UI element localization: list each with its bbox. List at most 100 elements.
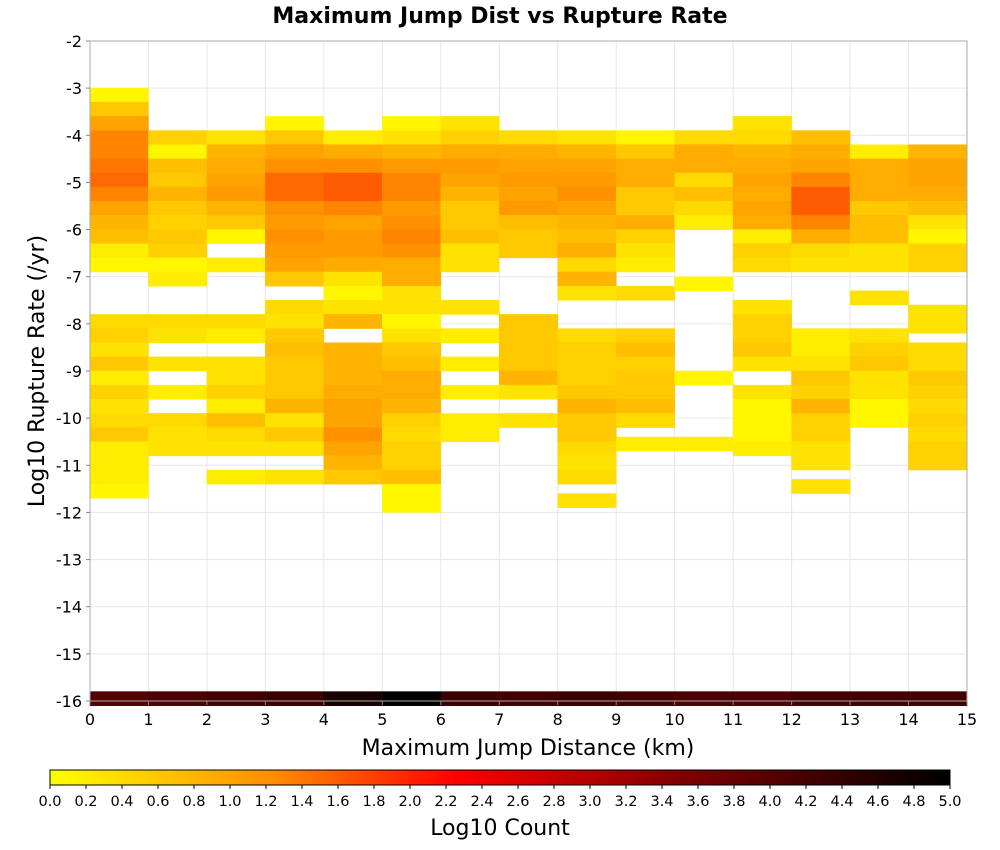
heatmap-cell: [440, 328, 500, 343]
heatmap-cell: [732, 384, 792, 400]
heatmap-cell: [791, 172, 851, 188]
heatmap-cell: [323, 455, 383, 471]
heatmap-cell: [265, 158, 325, 174]
heatmap-cell: [148, 691, 208, 706]
heatmap-cell: [615, 691, 675, 706]
colorbar-label: Log10 Count: [430, 816, 570, 841]
heatmap-cell: [382, 328, 442, 343]
heatmap-cell: [265, 399, 325, 414]
x-tick-label: 8: [553, 710, 563, 729]
heatmap-cell: [557, 130, 617, 145]
heatmap-cell: [791, 370, 851, 386]
heatmap-cell: [499, 243, 558, 259]
heatmap-cell: [557, 186, 617, 202]
heatmap-cell: [323, 384, 383, 400]
heatmap-cell: [732, 243, 792, 259]
heatmap-cell: [382, 300, 442, 315]
heatmap-cell: [908, 257, 968, 273]
colorbar-tick-label: 1.4: [290, 794, 313, 810]
heatmap-cell: [791, 257, 851, 273]
heatmap-cell: [849, 691, 909, 706]
heatmap-cell: [557, 158, 617, 174]
heatmap-cell: [615, 285, 675, 301]
heatmap-cell: [791, 356, 851, 372]
heatmap-cell: [89, 370, 149, 386]
colorbar-tick-label: 1.8: [362, 794, 385, 810]
heatmap-cell: [732, 413, 792, 428]
heatmap-cell: [674, 158, 734, 174]
heatmap-cell: [206, 427, 266, 442]
heatmap-cell: [732, 328, 792, 343]
heatmap-cell: [382, 144, 442, 160]
heatmap-cell: [791, 479, 851, 494]
heatmap-cell: [440, 130, 500, 145]
heatmap-cell: [206, 384, 266, 400]
colorbar-tick-label: 0.4: [110, 794, 133, 810]
heatmap-cell: [89, 130, 149, 145]
heatmap-cell: [499, 229, 558, 244]
colorbar-tick-label: 2.4: [470, 794, 493, 810]
heatmap-cell: [557, 441, 617, 457]
heatmap-cell: [382, 201, 442, 216]
heatmap-cell: [148, 144, 208, 160]
heatmap-cell: [206, 172, 266, 188]
heatmap-cell: [265, 144, 325, 160]
heatmap-cell: [89, 116, 149, 131]
y-tick-label: -15: [56, 645, 82, 664]
heatmap-cell: [849, 370, 909, 386]
heatmap-cell: [849, 328, 909, 343]
heatmap-cell: [849, 158, 909, 174]
heatmap-cell: [323, 243, 383, 259]
heatmap-cell: [89, 201, 149, 216]
heatmap-cell: [732, 356, 792, 372]
x-tick-label: 10: [664, 710, 684, 729]
x-tick-label: 13: [840, 710, 860, 729]
heatmap-cell: [89, 144, 149, 160]
heatmap-cell: [791, 384, 851, 400]
heatmap-cell: [849, 257, 909, 273]
heatmap-cell: [849, 201, 909, 216]
colorbar-tick-label: 3.8: [722, 794, 745, 810]
heatmap-cell: [615, 243, 675, 259]
heatmap-cell: [265, 413, 325, 428]
colorbar-tick-label: 3.4: [650, 794, 673, 810]
heatmap-cell: [499, 370, 558, 386]
heatmap-cell: [89, 229, 149, 244]
heatmap-cell: [849, 290, 909, 306]
y-tick-label: -12: [56, 503, 82, 522]
heatmap-cell: [382, 370, 442, 386]
heatmap-cell: [323, 342, 383, 358]
heatmap-cell: [148, 215, 208, 230]
heatmap-cell: [732, 186, 792, 202]
heatmap-cell: [499, 130, 558, 145]
heatmap-cell: [674, 172, 734, 188]
heatmap-cell: [148, 328, 208, 343]
x-tick-label: 15: [957, 710, 977, 729]
heatmap-cell: [615, 399, 675, 414]
heatmap-cell: [382, 215, 442, 230]
heatmap-cell: [499, 201, 558, 216]
heatmap-cell: [206, 328, 266, 343]
colorbar-tick-label: 4.6: [866, 794, 889, 810]
heatmap-cell: [557, 691, 617, 706]
heatmap-cell: [148, 427, 208, 442]
heatmap-cell: [557, 271, 617, 287]
heatmap-cell: [265, 328, 325, 343]
heatmap-cell: [674, 691, 734, 706]
heatmap-cell: [323, 186, 383, 202]
heatmap-cell: [732, 300, 792, 315]
colorbar: [49, 769, 951, 786]
heatmap-cell: [499, 328, 558, 343]
heatmap-cell: [732, 116, 792, 131]
heatmap-cell: [323, 370, 383, 386]
heatmap-cell: [323, 441, 383, 457]
heatmap-cell: [382, 229, 442, 244]
heatmap-cell: [732, 158, 792, 174]
heatmap-cell: [382, 691, 442, 706]
heatmap-cell: [791, 144, 851, 160]
heatmap-cell: [382, 455, 442, 471]
x-axis-ticks: 0 1 2 3 4 5 6 7 8 9 10 11 12 13 14 15: [85, 701, 977, 729]
colorbar-tick-label: 0.6: [146, 794, 169, 810]
heatmap-cell: [382, 271, 442, 287]
heatmap-cell: [89, 243, 149, 259]
